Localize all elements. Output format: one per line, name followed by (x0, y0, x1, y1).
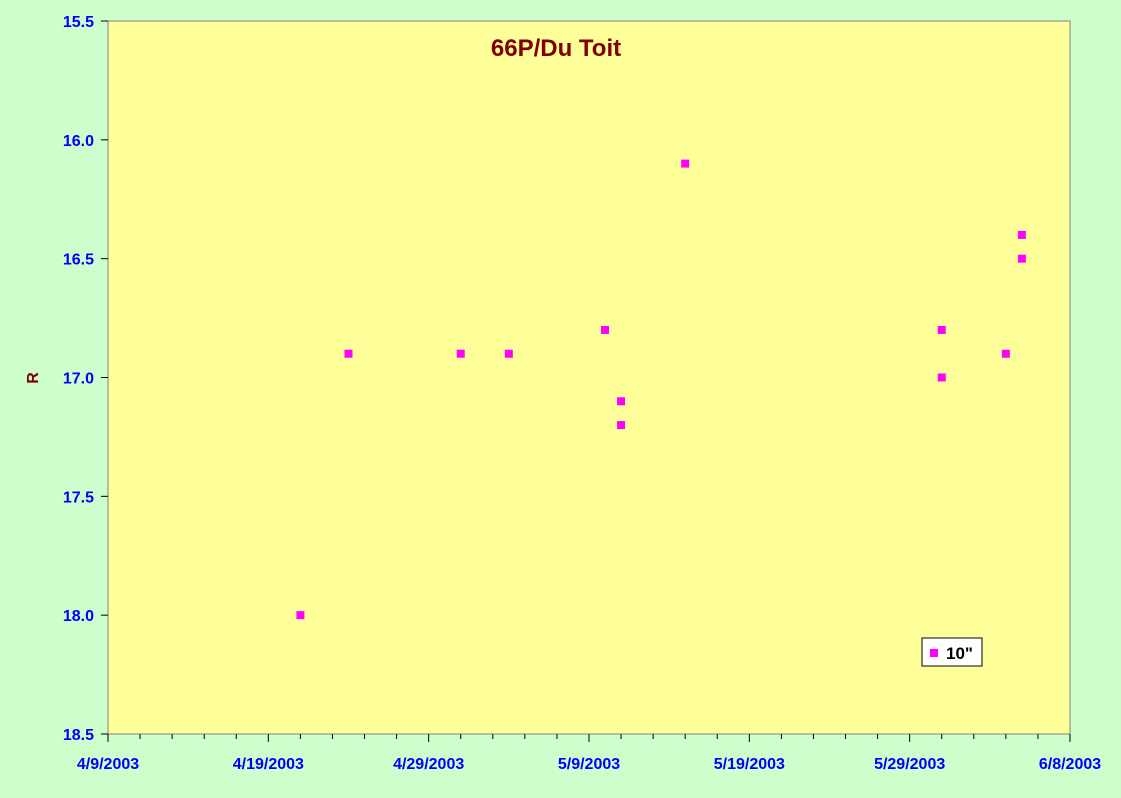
y-tick-label: 17.5 (63, 489, 94, 506)
y-tick-label: 16.0 (63, 133, 94, 150)
x-tick-label: 4/29/2003 (393, 756, 464, 773)
data-point (937, 325, 946, 334)
legend-label: 10" (946, 644, 973, 663)
data-point (456, 349, 465, 358)
data-point (504, 349, 513, 358)
data-point (681, 159, 690, 168)
data-point (296, 611, 305, 620)
chart-title: 66P/Du Toit (491, 35, 621, 62)
y-axis: 15.5 16.0 16.5 17.0 17.5 18.0 18.5 (63, 14, 108, 744)
y-axis-label: R (25, 372, 42, 384)
data-point (1017, 254, 1026, 263)
x-tick-label: 4/19/2003 (233, 756, 304, 773)
x-tick-label: 4/9/2003 (77, 756, 139, 773)
plot-area (107, 20, 1071, 735)
legend: 10" (921, 637, 983, 667)
y-tick-label: 16.5 (63, 252, 94, 269)
y-tick-label: 15.5 (63, 14, 94, 31)
x-tick-label: 5/19/2003 (714, 756, 785, 773)
x-tick-label: 6/8/2003 (1039, 756, 1101, 773)
y-tick-label: 17.0 (63, 371, 94, 388)
y-tick-label: 18.0 (63, 608, 94, 625)
x-tick-label: 5/29/2003 (874, 756, 945, 773)
data-point (601, 325, 610, 334)
data-point (617, 421, 626, 430)
data-point (344, 349, 353, 358)
data-point (937, 373, 946, 382)
x-tick-label: 5/9/2003 (558, 756, 620, 773)
data-point (1001, 349, 1010, 358)
x-axis: 4/9/2003 4/19/2003 4/29/2003 5/9/2003 5/19/2… (77, 734, 1101, 773)
data-points (296, 159, 1026, 620)
data-point (617, 397, 626, 406)
data-point (1017, 230, 1026, 239)
y-tick-label: 18.5 (63, 727, 94, 744)
legend-marker (930, 649, 938, 657)
